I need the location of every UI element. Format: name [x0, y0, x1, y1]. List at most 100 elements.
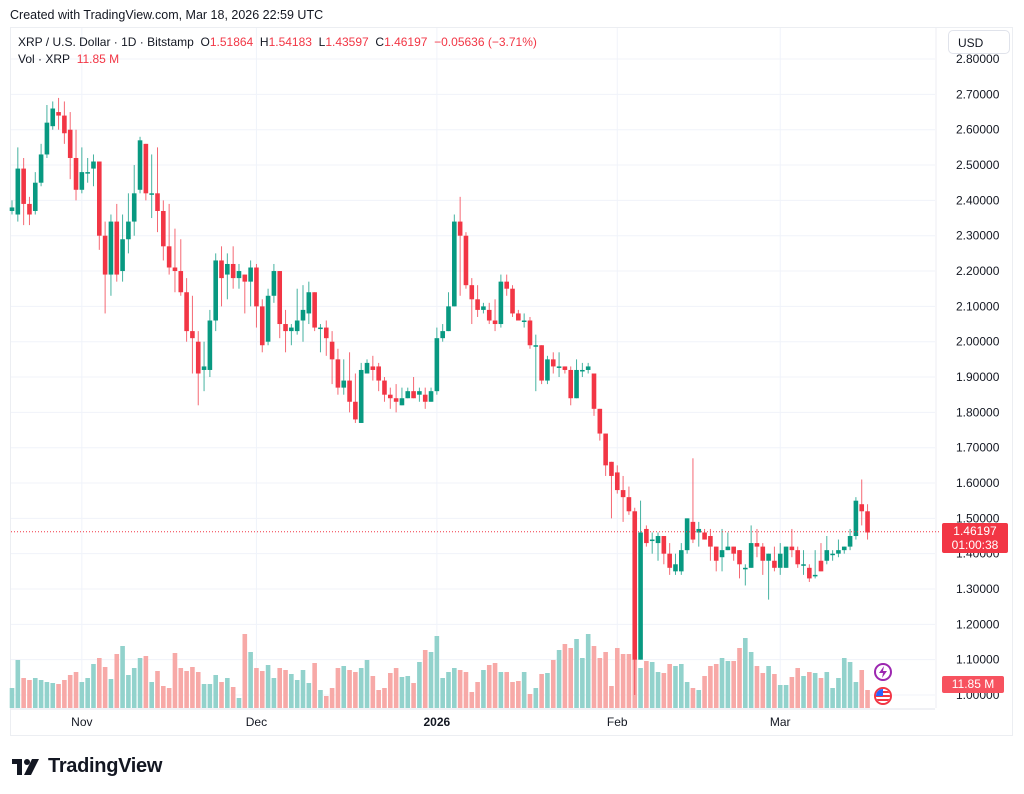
candle-body [259, 306, 265, 346]
volume-bar [492, 663, 498, 708]
chart-frame[interactable] [10, 27, 1013, 736]
volume-bar [166, 688, 172, 708]
symbol-title[interactable]: XRP / U.S. Dollar · 1D · Bitstamp [18, 35, 194, 49]
volume-bar [620, 654, 626, 708]
volume-bar [178, 668, 184, 708]
candle-body [388, 394, 393, 399]
candle-body [504, 281, 509, 289]
volume-bar [79, 682, 85, 708]
candle-body [865, 511, 870, 533]
volume-bar [417, 662, 422, 708]
open-value: 1.51864 [209, 35, 254, 49]
candle-body [702, 532, 707, 540]
candle-body [486, 309, 492, 321]
candle-body [335, 359, 341, 388]
candle-body [626, 497, 632, 512]
candle-body [603, 433, 608, 466]
volume-bar [62, 680, 67, 708]
candle-body [126, 221, 131, 240]
volume-bar [195, 672, 201, 708]
candle-body [353, 401, 358, 420]
y-axis-tick-label: 2.10000 [956, 299, 1000, 313]
low-label: L [318, 35, 326, 49]
candle-body [219, 260, 224, 279]
volume-bar [114, 654, 120, 708]
volume-bar [597, 658, 603, 708]
volume-bar [603, 652, 608, 708]
candle-body [679, 550, 684, 572]
candle-body [62, 115, 67, 134]
candle-body [44, 122, 50, 155]
candle-body [783, 546, 789, 568]
candle-body [585, 366, 591, 370]
candle-body [225, 263, 230, 275]
volume-bar [21, 678, 26, 708]
candle-body [568, 369, 574, 399]
candle-body [120, 239, 125, 272]
volume-bar [824, 672, 830, 708]
volume-bar [504, 672, 509, 708]
candle-body [795, 550, 800, 565]
volume-bar [97, 658, 102, 708]
last-price-label: 1.46197 01:00:38 [942, 523, 1008, 553]
volume-bar [405, 676, 411, 708]
last-price-value: 1.46197 [953, 524, 997, 538]
volume-bar [143, 656, 149, 708]
candle-body [161, 210, 166, 247]
volume-bar [44, 682, 50, 708]
volume-bar [486, 665, 492, 708]
close-label: C [375, 35, 385, 49]
candle-body [789, 546, 795, 551]
candle-body [393, 398, 399, 402]
volume-bar [591, 646, 597, 708]
candle-body [853, 500, 859, 537]
candle-body [184, 292, 189, 332]
candle-body [516, 313, 521, 321]
us-economic-event-icon[interactable] [874, 687, 892, 705]
candle-body [254, 267, 259, 307]
volume-bar [609, 686, 614, 708]
tradingview-logo[interactable]: TradingView [12, 755, 162, 778]
candle-body [510, 288, 515, 314]
candle-body [830, 553, 835, 556]
volume-bar [108, 679, 114, 708]
candle-body [155, 193, 160, 211]
legend-volume-row: Vol · XRP 11.85 M [18, 51, 537, 68]
candle-body [329, 341, 335, 360]
lightning-event-icon[interactable] [874, 663, 892, 681]
volume-label[interactable]: Vol · XRP [18, 52, 71, 66]
candle-body [556, 366, 562, 368]
currency-button[interactable]: USD [948, 30, 1010, 54]
volume-bar [766, 666, 771, 708]
candle-body [283, 324, 288, 332]
candle-body [760, 546, 766, 561]
legend-ohlc-row: XRP / U.S. Dollar · 1D · Bitstamp O1.518… [18, 34, 537, 51]
volume-bar [772, 674, 777, 708]
volume-bar [580, 658, 585, 708]
volume-bar [841, 658, 847, 708]
open-label: O [200, 35, 210, 49]
candle-body [294, 320, 300, 332]
candle-body [550, 359, 556, 367]
volume-bar [312, 663, 317, 708]
y-axis-tick-label: 2.40000 [956, 193, 1000, 207]
y-axis-tick-label: 2.20000 [956, 264, 1000, 278]
candle-body [114, 221, 120, 275]
candle-body [318, 327, 323, 330]
volume-bar [236, 698, 242, 708]
candle-body [265, 295, 271, 342]
volume-bar [789, 677, 795, 708]
volume-bar [184, 671, 189, 708]
candle-body [21, 168, 26, 204]
candle-body [533, 345, 539, 347]
y-axis-tick-label: 2.60000 [956, 123, 1000, 137]
volume-bar [481, 670, 486, 708]
volume-bar [521, 672, 527, 708]
volume-bar [67, 675, 73, 708]
volume-bar [190, 667, 195, 708]
volume-bar [702, 676, 707, 708]
candle-body [428, 391, 434, 402]
candle-body [271, 271, 277, 296]
close-value: 1.46197 [384, 35, 428, 49]
